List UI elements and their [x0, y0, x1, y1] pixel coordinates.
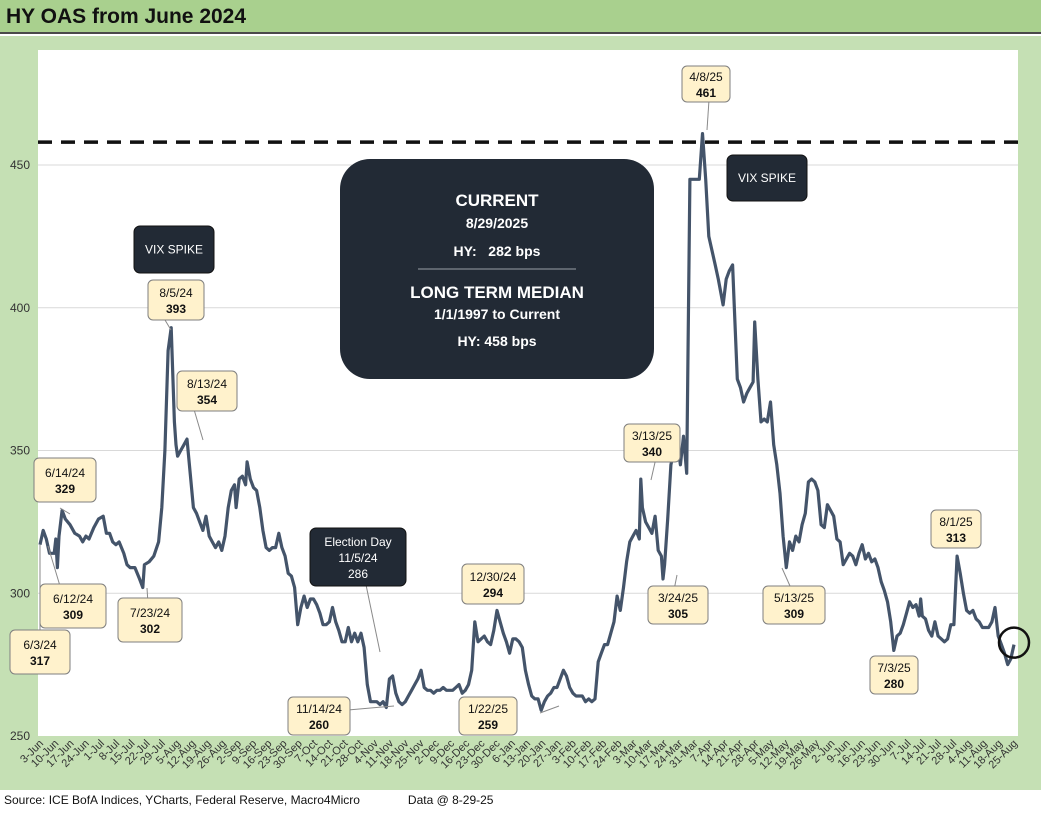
source-note: Source: ICE BofA Indices, YCharts, Feder…	[4, 793, 360, 807]
event-box	[309, 527, 407, 587]
annotation-callout	[623, 423, 681, 463]
annotation-date: 8/5/24	[159, 286, 193, 300]
event-date: 11/5/24	[338, 551, 377, 565]
annotation-callout	[647, 585, 709, 625]
event-box	[726, 154, 808, 202]
annotation-value: 317	[30, 654, 50, 668]
footer: Source: ICE BofA Indices, YCharts, Feder…	[4, 793, 493, 807]
callout-leader-line	[164, 319, 172, 331]
chart-title: HY OAS from June 2024	[6, 5, 247, 28]
annotation-value: 309	[784, 607, 804, 621]
annotation-callout	[117, 597, 183, 643]
annotation-value: 461	[696, 86, 716, 100]
annotation-date: 5/13/25	[774, 591, 814, 605]
annotation-date: 12/30/24	[470, 570, 517, 584]
annotation-value: 260	[309, 718, 329, 732]
annotation-date: 1/22/25	[468, 702, 508, 716]
annotation-value: 340	[642, 445, 662, 459]
callout-leader-line	[59, 507, 71, 515]
annotation-date: 8/13/24	[187, 377, 227, 391]
y-tick-label: 250	[10, 729, 30, 743]
annotation-callout	[287, 696, 351, 736]
annotation-value: 294	[483, 586, 503, 600]
y-tick-label: 300	[10, 586, 30, 600]
event-label: VIX SPIKE	[145, 243, 203, 257]
data-date-note: Data @ 8-29-25	[407, 793, 494, 807]
annotation-date: 6/3/24	[23, 638, 57, 652]
callout-leader-line	[781, 567, 791, 587]
callout-leader-line	[706, 99, 710, 131]
annotation-date: 3/24/25	[658, 591, 698, 605]
annotation-value: 309	[63, 608, 83, 622]
annotation-date: 4/8/25	[689, 70, 723, 84]
annotation-value: 302	[140, 622, 160, 636]
annotation-callout	[33, 457, 97, 503]
event-title: Election Day	[324, 535, 391, 549]
event-label: VIX SPIKE	[738, 171, 796, 185]
callout-leader-line	[192, 405, 204, 441]
annotation-callout	[681, 65, 731, 103]
annotation-date: 11/14/24	[296, 702, 342, 716]
hy-oas-series-line	[38, 132, 1016, 712]
info-current-value: HY: 282 bps	[454, 243, 541, 259]
annotation-callout	[762, 585, 826, 625]
info-median-label: LONG TERM MEDIAN	[410, 283, 584, 302]
annotation-callout	[461, 563, 525, 605]
y-tick-label: 450	[10, 158, 30, 172]
current-point-marker	[997, 626, 1031, 659]
annotation-value: 305	[668, 607, 688, 621]
annotation-value: 329	[55, 482, 75, 496]
event-box	[133, 225, 215, 274]
annotation-callout	[9, 629, 71, 675]
annotation-date: 7/23/24	[130, 606, 170, 620]
callout-leader-line	[47, 545, 61, 587]
annotation-date: 7/3/25	[877, 661, 911, 675]
annotation-callout	[176, 370, 238, 412]
annotation-value: 280	[884, 677, 904, 691]
info-median-value: HY: 458 bps	[457, 333, 536, 349]
annotation-callout	[147, 279, 205, 321]
callout-leader-line	[539, 705, 560, 714]
annotation-date: 6/14/24	[45, 466, 85, 480]
event-value: 286	[348, 567, 368, 581]
callout-leader-line	[347, 705, 395, 711]
annotation-date: 8/1/25	[939, 515, 973, 529]
info-current-label: CURRENT	[455, 191, 539, 210]
annotation-callout	[869, 655, 919, 695]
info-median-range: 1/1/1997 to Current	[434, 306, 560, 322]
annotation-callout	[39, 583, 107, 629]
annotation-value: 259	[478, 718, 498, 732]
annotation-value: 393	[166, 302, 186, 316]
annotation-date: 3/13/25	[632, 429, 672, 443]
annotation-value: 313	[946, 531, 966, 545]
title-bar: HY OAS from June 2024	[0, 0, 1041, 34]
annotation-value: 354	[197, 393, 217, 407]
annotation-callout	[930, 509, 982, 549]
y-tick-label: 350	[10, 444, 30, 458]
info-current-date: 8/29/2025	[466, 215, 528, 231]
annotation-date: 6/12/24	[53, 592, 93, 606]
annotation-callout	[458, 696, 518, 736]
y-tick-label: 400	[10, 301, 30, 315]
